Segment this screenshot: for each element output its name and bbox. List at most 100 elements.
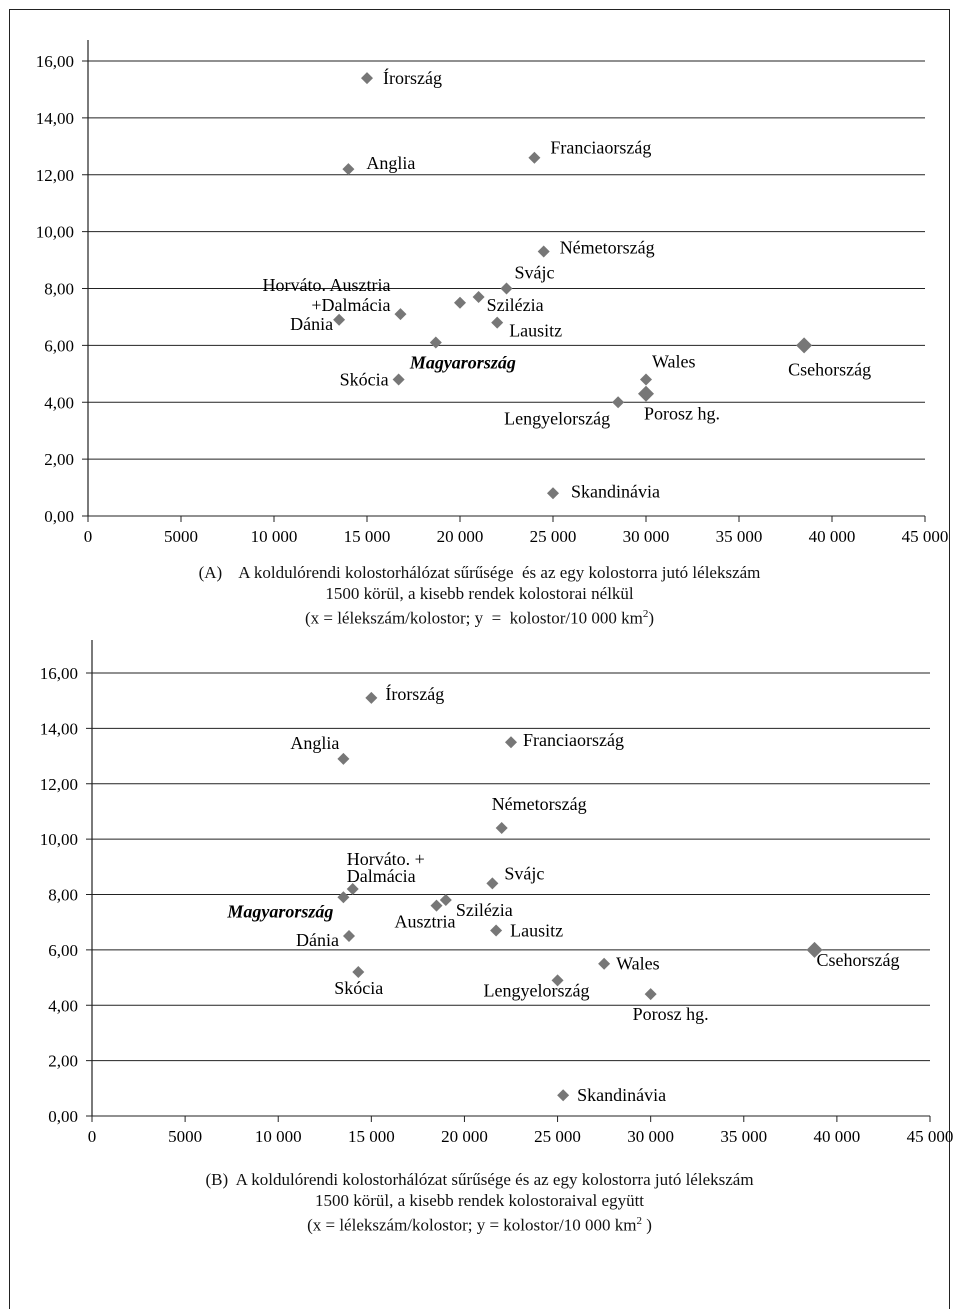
chart-b-x-tick-label: 45 000 [907,1127,954,1146]
chart-b-point-magyarország [337,891,350,904]
chart-a-point-label: Porosz hg. [644,404,720,424]
chart-b-point-szilézia [439,894,452,907]
chart-a-y-tick-label: 14,00 [36,109,74,128]
chart-b-point-label: Porosz hg. [633,1004,709,1024]
chart-a-y-tick-label: 6,00 [44,336,74,355]
chart-a-point-írország [361,72,373,85]
chart-b-point-label: Szilézia [456,900,513,920]
chart-b-point-skócia [352,966,365,979]
chart-a-x-tick-label: 25 000 [530,527,577,546]
chart-a-y-tick-label: 10,00 [36,223,74,242]
chart-a-point-dánia [333,313,346,326]
chart-a-x-tick-label: 20 000 [437,527,484,546]
chart-a-point-magyarország [429,336,442,349]
chart-a-x-tick-label: 0 [84,527,93,546]
chart-b-y-tick-label: 10,00 [40,830,78,849]
chart-b-point-label: Anglia [290,733,339,753]
chart-b-point-label: Dánia [296,930,339,950]
chart-b-point-label: Svájc [504,863,544,883]
chart-b-point-label: Skócia [334,978,383,998]
chart-b-point-label: Csehország [817,950,900,970]
chart-b-x-tick-label: 30 000 [627,1127,674,1146]
chart-b-point-horváto-dalmácia [346,882,359,895]
chart-b-point-ausztria [430,899,443,912]
caption-a-line2: 1500 körül, a kisebb rendek kolostorai n… [325,584,634,603]
caption-a-line3: (x = lélekszám/kolostor; y = kolostor/10… [0,604,959,629]
chart-a-point-label: Franciaország [550,138,651,158]
chart-a-point-lengyelország [612,396,625,409]
chart-a-point-anglia [342,163,355,176]
chart-b-point-label: Dalmácia [347,866,416,886]
chart-b-point-lengyelország [551,974,564,987]
caption-b-line3: (x = lélekszám/kolostor; y = kolostor/10… [0,1211,959,1236]
chart-a-y-tick-label: 16,00 [36,52,74,71]
chart-a-x-tick-label: 40 000 [809,527,856,546]
chart-a-x-tick-label: 10 000 [251,527,298,546]
chart-a-point-label: Írország [383,67,442,88]
chart-a-point-svájc [500,282,513,295]
chart-b-x-tick-label: 35 000 [720,1127,767,1146]
chart-b-y-tick-label: 6,00 [48,941,78,960]
chart-a-point-wales [640,373,652,386]
chart-a-point-label: Lengyelország [504,408,610,428]
chart-a-point-csehország [796,337,813,354]
chart-b-point-label: Lausitz [510,920,563,940]
chart-a-point-label: Anglia [366,153,415,173]
chart-b-point-franciaország [505,736,517,749]
chart-b-point-label: Wales [616,954,660,974]
chart-b-y-tick-label: 8,00 [48,886,78,905]
chart-b-x-tick-label: 0 [88,1127,97,1146]
figure-frame [9,9,950,1309]
chart-b-y-tick-label: 4,00 [48,996,78,1015]
chart-b-y-tick-label: 16,00 [40,664,78,683]
chart-b-point-wales [598,957,611,970]
caption-b-line3-sup: 2 [636,1215,642,1227]
caption-b-line2: 1500 körül, a kisebb rendek kolostoraiva… [314,1191,645,1210]
chart-b-x-tick-label: 15 000 [348,1127,395,1146]
chart-a-point-skandinávia [547,487,559,500]
chart-b-point-label: Írország [385,683,444,704]
chart-a-y-tick-label: 12,00 [36,166,74,185]
caption-a-line3-end: ) [648,608,655,628]
chart-a-point-ausztria [454,296,466,309]
chart-b-point-label: Lengyelország [484,980,590,1000]
chart-b-point-svájc [486,877,499,890]
chart-b-x-tick-label: 40 000 [814,1127,861,1146]
chart-b-point-csehország [806,941,823,958]
chart-b-point-label: Németország [492,794,587,814]
chart-b-point-anglia [337,752,350,765]
chart-b-x-tick-label: 5000 [168,1127,202,1146]
chart-a-point-label: Skandinávia [571,481,660,501]
chart-a-x-tick-label: 30 000 [623,527,670,546]
caption-a-line3-sup: 2 [642,608,649,620]
chart-a-y-tick-label: 0,00 [44,507,74,526]
chart-a-x-tick-label: 5000 [164,527,198,546]
chart-a-point-skócia [392,373,405,386]
chart-a-point-porosz-hg- [638,385,654,402]
chart-b-point-label: Horváto. + [347,849,425,869]
caption-b: (B) A koldulórendi kolostorhálózat sűrűs… [0,1169,959,1236]
chart-a-point-label: Skócia [340,370,389,390]
chart-a-point-label: Németország [560,238,655,258]
caption-a-line1: (A) A koldulórendi kolostorhálózat sűrűs… [198,563,761,582]
chart-b-y-tick-label: 2,00 [48,1052,78,1071]
chart-a-point-label: Svájc [515,263,555,283]
chart-a-point-label: Dánia [290,314,333,334]
chart-b-point-németország [495,822,508,835]
chart-a-point-label: Wales [652,352,696,372]
chart-a-point-szilézia [472,291,485,304]
chart-b-point-dánia [342,930,355,943]
chart-b-y-tick-label: 0,00 [48,1107,78,1126]
chart-b-point-label: Skandinávia [577,1085,666,1105]
chart-b-y-tick-label: 14,00 [40,719,78,738]
caption-a-line3-text: (x = lélekszám/kolostor; y = kolostor/10… [304,608,643,628]
caption-b-line3-text: (x = lélekszám/kolostor; y = kolostor/10… [307,1215,637,1235]
chart-a-point-label: Magyarország [409,353,516,373]
chart-a-y-tick-label: 2,00 [44,450,74,469]
chart-a-y-tick-label: 4,00 [44,393,74,412]
chart-a-point-label: Szilézia [487,295,544,315]
chart-b-point-label: Franciaország [523,730,624,750]
chart-a-point-label: +Dalmácia [311,295,390,315]
caption-b-line3-end: ) [641,1215,652,1235]
